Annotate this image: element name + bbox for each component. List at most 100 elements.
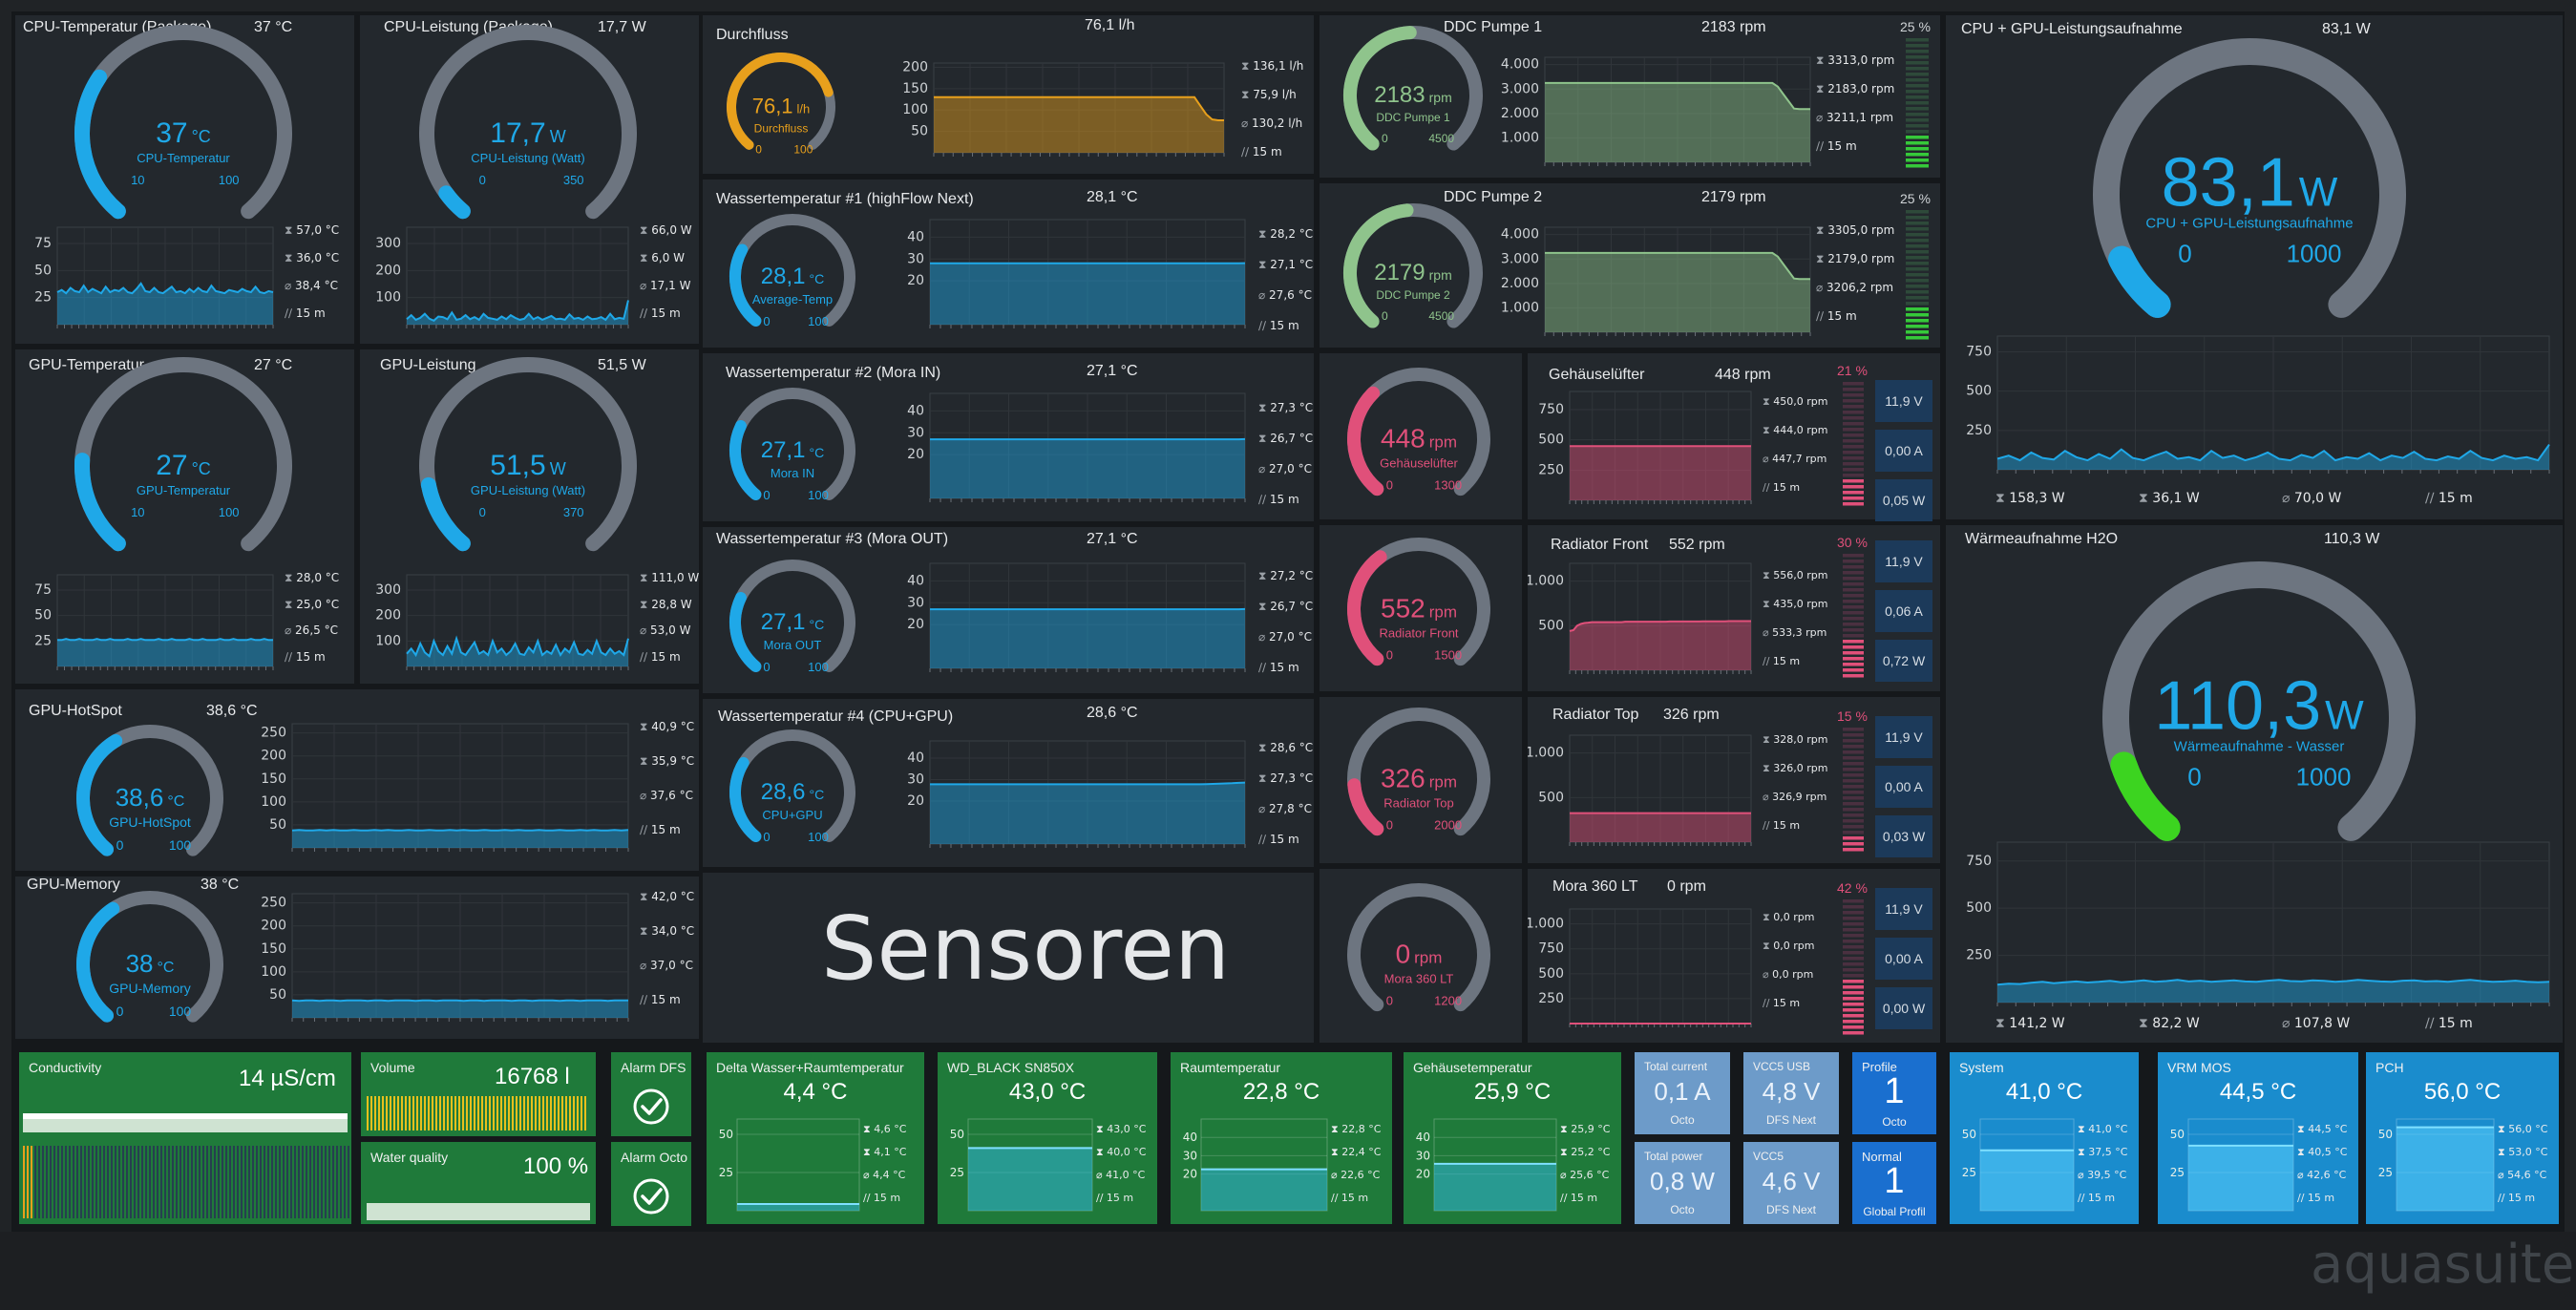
stat-value: 27,2 °C	[1270, 569, 1314, 582]
fan_case-level-seg	[1843, 502, 1864, 506]
flow-tick-label: 100	[902, 102, 928, 117]
stat-icon: ∕∕	[1763, 819, 1773, 832]
total_power-stat-3: ∕∕ 15 m	[2425, 491, 2473, 506]
conductivity-history-bar	[145, 1146, 147, 1218]
stat-value: 42,0 °C	[651, 890, 695, 903]
room-stat-0: ⧗ 22,8 °C	[1331, 1123, 1381, 1136]
wt4-stat-1: ⧗ 27,3 °C	[1258, 771, 1313, 786]
total_power-tick-label: 750	[1966, 344, 1992, 359]
volume-tile: Volume 16768 l	[361, 1052, 596, 1136]
flow-gauge-max: 100	[793, 143, 813, 157]
fan_top-tick-label: 500	[1538, 790, 1564, 805]
fan_front-level-seg	[1843, 668, 1864, 672]
flow-tick-label: 150	[902, 81, 928, 96]
stat-value: 107,8 W	[2293, 1016, 2351, 1031]
conductivity-history-bar	[309, 1146, 311, 1218]
stat-value: 36,0 °C	[296, 251, 340, 264]
conductivity-history-bar	[130, 1146, 132, 1218]
stat-value: 27,0 °C	[1269, 630, 1312, 644]
tile-delta: Delta Wasser+Raumtemperatur 4,4 °C 50 25 ⧗ 4…	[707, 1052, 924, 1224]
flow-line	[934, 95, 1224, 121]
fan_mora-gauge: 0 rpm Mora 360 LT 0 1200	[1347, 883, 1490, 1012]
wt2-gauge-fill	[729, 420, 762, 500]
pch-area	[2397, 1127, 2494, 1211]
ddc1-line	[1545, 81, 1810, 111]
fan_front-level-seg	[1843, 617, 1864, 621]
stat-icon: ∕∕	[1560, 1192, 1571, 1204]
panel-19	[1528, 697, 1940, 863]
tile-case: Gehäusetemperatur 25,9 °C 40 30 20 ⧗ 25,9 °C ⧗…	[1404, 1052, 1621, 1224]
fan_case-level-seg	[1843, 462, 1864, 466]
conductivity-history-bar	[225, 1146, 227, 1218]
ddc1-level-seg	[1906, 78, 1929, 82]
wt3-area	[930, 608, 1245, 668]
fan_front-level-seg	[1843, 645, 1864, 649]
delta-title: Delta Wasser+Raumtemperatur	[716, 1060, 904, 1075]
fan_top-stat-0: ⧗ 328,0 rpm	[1763, 733, 1827, 747]
stat-icon: ∕∕	[1816, 309, 1827, 323]
volume-history-bar	[416, 1096, 418, 1130]
conductivity-history-bar	[160, 1146, 162, 1218]
total_power-area	[1997, 444, 2549, 470]
gpu_mem-area	[292, 1000, 628, 1018]
stat-value: 0,0 rpm	[1773, 911, 1815, 923]
stat-value: 328,0 rpm	[1773, 733, 1828, 746]
volume-history-bar	[546, 1096, 548, 1130]
wt3-gauge-max: 100	[808, 660, 829, 674]
alarm-octo-tile: Alarm Octo	[611, 1142, 691, 1226]
ddc1-gauge: 2183 rpm DDC Pumpe 1 0 4500	[1343, 26, 1483, 151]
fan_front-level-seg	[1843, 560, 1864, 563]
conductivity-history-bar	[313, 1146, 315, 1218]
fan_case-tick-label: 500	[1538, 433, 1564, 448]
fan_case-title: Gehäuselüfter	[1549, 367, 1645, 383]
gpu_temp-stat-1: ⧗ 25,0 °C	[285, 598, 339, 612]
gpu_mem-tick-label: 200	[261, 919, 286, 934]
water-quality-value: 100 %	[523, 1153, 589, 1179]
wt3-title: Wassertemperatur #3 (Mora OUT)	[716, 531, 949, 547]
panel-6	[703, 15, 1314, 174]
stat-icon: ∕∕	[640, 306, 651, 320]
fan_case-level-seg	[1843, 405, 1864, 409]
conductivity-history-bar	[80, 1146, 82, 1218]
volume-history-bar	[409, 1096, 411, 1130]
stat-icon: ⧗	[1258, 432, 1271, 445]
total_power-line	[1996, 444, 2550, 462]
heat_h2o-gauge-max: 1000	[2296, 763, 2352, 792]
fan_mora-level-bar	[1843, 899, 1864, 1035]
fan_mora-level-seg	[1843, 997, 1864, 1001]
gpu_temp-tick-label: 25	[34, 633, 52, 648]
stat-icon: ⧗	[1816, 252, 1828, 265]
pch-tick-label: 25	[2378, 1166, 2393, 1179]
stat-value: 0,0 rpm	[1772, 968, 1814, 981]
system-stat-2: ⌀ 39,5 °C	[2078, 1169, 2126, 1181]
fan_front-gauge-fill	[1347, 550, 1387, 666]
stat-icon: ∕∕	[640, 649, 651, 664]
fan_mora-level-seg	[1843, 934, 1864, 938]
conductivity-history-bar	[321, 1146, 323, 1218]
gpu_hotspot-tick-label: 100	[261, 794, 286, 810]
cpu_power-gauge: 17,7 W CPU-Leistung (Watt) 0 350	[419, 25, 637, 220]
stat-icon: ⌀	[1763, 626, 1773, 639]
wt2-stat-2: ⌀ 27,0 °C	[1258, 462, 1312, 475]
total_power-stat-1: ⧗ 36,1 W	[2139, 491, 2200, 506]
gpu_power-line	[406, 635, 629, 659]
ddc1-tick-label: 2.000	[1501, 106, 1539, 121]
gpu_power-tick-label: 100	[375, 633, 401, 648]
volume-history-bar	[489, 1096, 491, 1130]
fan_top-level-seg	[1843, 848, 1864, 852]
heat_h2o-gauge-label: Wärmeaufnahme - Wasser	[2174, 739, 2345, 755]
pch-tick-label: 50	[2378, 1128, 2393, 1141]
pch-chart: 50 25	[2378, 1118, 2495, 1212]
conductivity-history-bar	[260, 1146, 262, 1218]
stat-icon: ⧗	[1560, 1146, 1572, 1158]
heat_h2o-header-value: 110,3 W	[2324, 531, 2380, 547]
gpu_temp-gauge-max: 100	[219, 505, 240, 519]
fan_case-level-bar	[1843, 382, 1864, 506]
wt4-gauge-value: 28,6 °C	[761, 779, 824, 805]
stat-value: 15 m	[1269, 493, 1299, 506]
delta-frame	[736, 1118, 860, 1212]
ssd-tick-label: 25	[950, 1166, 964, 1179]
vrm-title: VRM MOS	[2167, 1060, 2231, 1075]
stat-icon: ⌀	[285, 623, 296, 637]
wt4-area	[930, 782, 1245, 844]
